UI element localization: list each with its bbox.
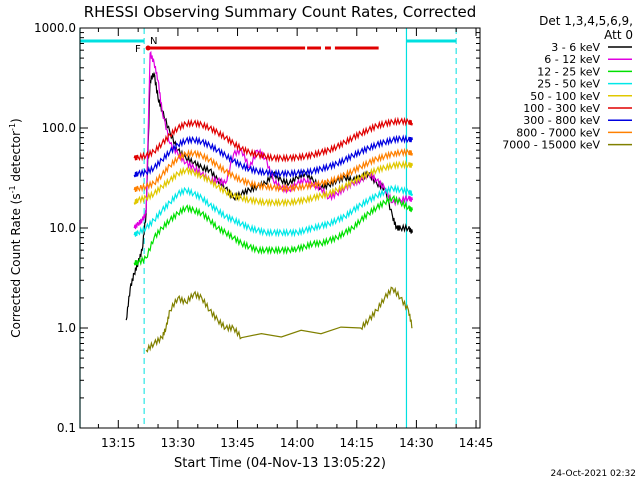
legend-header-line-2: Att 0 bbox=[604, 28, 633, 42]
legend-label: 6 - 12 keV bbox=[544, 53, 600, 66]
x-tick-label: 13:15 bbox=[101, 436, 136, 450]
y-tick-label: 100.0 bbox=[42, 121, 76, 135]
flare-flag-marker bbox=[145, 45, 151, 51]
chart-title: RHESSI Observing Summary Count Rates, Co… bbox=[84, 3, 477, 21]
x-tick-label: 13:45 bbox=[220, 436, 255, 450]
x-tick-label: 14:00 bbox=[280, 436, 315, 450]
y-tick-label: 0.1 bbox=[57, 421, 76, 435]
y-axis-label: Corrected Count Rate (s-1 detector-1) bbox=[8, 118, 23, 337]
legend-label: 800 - 7000 keV bbox=[516, 126, 600, 139]
y-tick-label: 1.0 bbox=[57, 321, 76, 335]
y-tick-label: 1000.0 bbox=[34, 21, 76, 35]
x-axis-label: Start Time (04-Nov-13 13:05:22) bbox=[174, 456, 386, 471]
x-axis: 13:15 13:30 13:45 14:00 14:15 14:30 14:45 bbox=[97, 28, 494, 450]
series-line bbox=[133, 147, 413, 194]
flag-label-f: F bbox=[135, 44, 141, 55]
series-line bbox=[133, 134, 413, 179]
legend-header-line-1: Det 1,3,4,5,6,9, bbox=[539, 14, 633, 28]
flag-label-n: N bbox=[150, 36, 157, 47]
legend-label: 7000 - 15000 keV bbox=[502, 139, 600, 152]
series-line bbox=[145, 286, 413, 353]
series-layer bbox=[125, 50, 413, 353]
series-line bbox=[133, 116, 413, 163]
legend-label: 12 - 25 keV bbox=[537, 65, 600, 78]
footer-timestamp: 24-Oct-2021 02:32 bbox=[551, 469, 636, 479]
series-line bbox=[133, 194, 413, 267]
x-tick-label: 14:15 bbox=[339, 436, 374, 450]
x-tick-label: 14:45 bbox=[459, 436, 494, 450]
legend-label: 3 - 6 keV bbox=[551, 41, 600, 54]
legend-label: 50 - 100 keV bbox=[530, 90, 600, 103]
legend-label: 100 - 300 keV bbox=[523, 102, 600, 115]
legend-label: 300 - 800 keV bbox=[523, 114, 600, 127]
y-tick-label: 10.0 bbox=[49, 221, 76, 235]
series-line bbox=[133, 159, 413, 208]
x-tick-label: 13:30 bbox=[161, 436, 196, 450]
series-line bbox=[133, 183, 413, 238]
y-axis: 0.1 1.0 10.0 100.0 1000.0 bbox=[34, 21, 480, 435]
legend-label: 25 - 50 keV bbox=[537, 78, 600, 91]
x-tick-label: 14:30 bbox=[399, 436, 434, 450]
